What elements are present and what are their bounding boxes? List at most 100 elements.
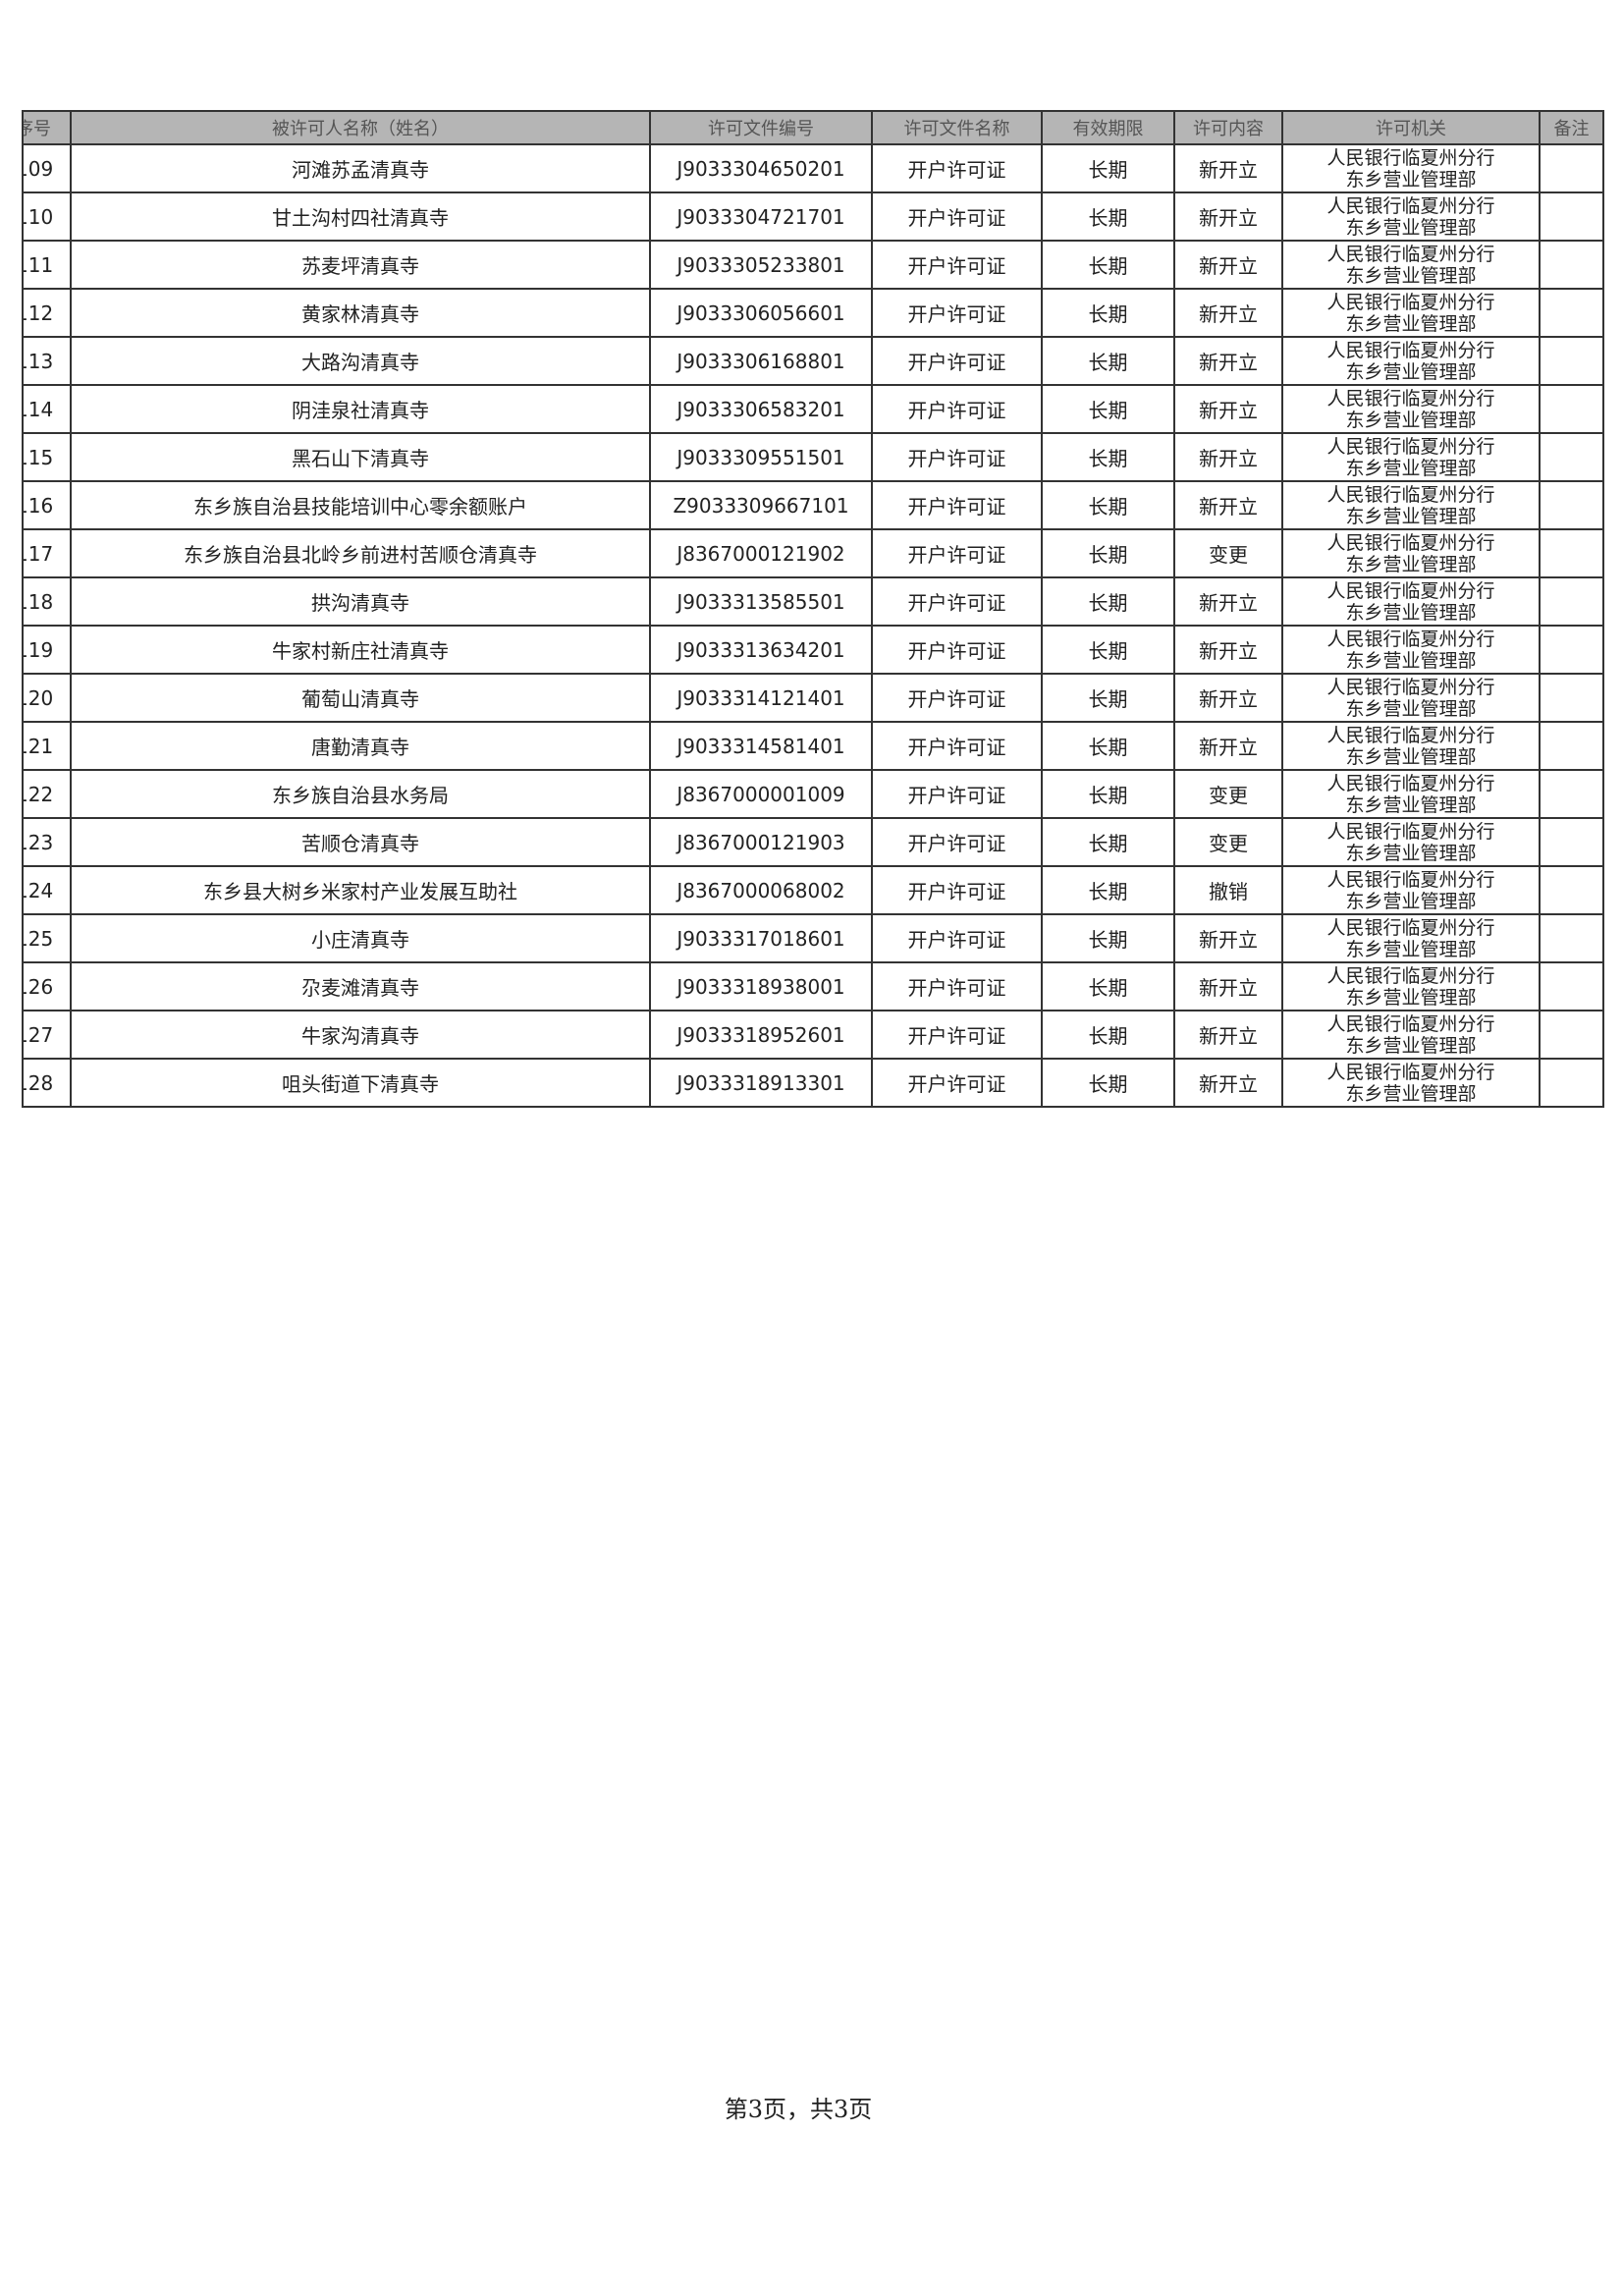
- cell: 东乡县大树乡米家村产业发展互助社: [70, 865, 651, 915]
- cell: J8367000121903: [649, 817, 873, 867]
- cell: 人民银行临夏州分行 东乡营业管理部: [1281, 721, 1541, 771]
- cell: J9033304721701: [649, 191, 873, 242]
- cell: 112: [22, 288, 72, 338]
- cell: 人民银行临夏州分行 东乡营业管理部: [1281, 432, 1541, 482]
- cell: 开户许可证: [871, 432, 1043, 482]
- header-cell: 许可机关: [1281, 110, 1541, 145]
- cell: 114: [22, 384, 72, 434]
- cell: 长期: [1041, 432, 1175, 482]
- cell: 长期: [1041, 673, 1175, 723]
- cell-line: 人民银行临夏州分行: [1326, 1061, 1495, 1083]
- cell: 撤销: [1173, 865, 1283, 915]
- cell-line: 东乡营业管理部: [1345, 601, 1477, 624]
- empty-cell: [1539, 673, 1604, 723]
- cell: 人民银行临夏州分行 东乡营业管理部: [1281, 384, 1541, 434]
- cell: J8367000001009: [649, 769, 873, 819]
- cell: 开户许可证: [871, 336, 1043, 386]
- cell: 河滩苏孟清真寺: [70, 143, 651, 193]
- cell: 开户许可证: [871, 913, 1043, 963]
- cell: 长期: [1041, 288, 1175, 338]
- cell: 123: [22, 817, 72, 867]
- cell: J9033304650201: [649, 143, 873, 193]
- cell: J9033306056601: [649, 288, 873, 338]
- cell-line: 东乡营业管理部: [1345, 697, 1477, 720]
- cell: 126: [22, 961, 72, 1011]
- cell: 新开立: [1173, 480, 1283, 530]
- table-row: 126尕麦滩清真寺J9033318938001开户许可证长期新开立人民银行临夏州…: [22, 961, 1604, 1011]
- header-cell: 序号: [22, 110, 72, 145]
- cell-line: 东乡营业管理部: [1345, 938, 1477, 960]
- empty-cell: [1539, 288, 1604, 338]
- empty-cell: [1539, 913, 1604, 963]
- cell-line: 人民银行临夏州分行: [1326, 772, 1495, 794]
- cell: 新开立: [1173, 384, 1283, 434]
- cell: 人民银行临夏州分行 东乡营业管理部: [1281, 913, 1541, 963]
- table-row: 124东乡县大树乡米家村产业发展互助社J8367000068002开户许可证长期…: [22, 865, 1604, 915]
- header-cell: 许可内容: [1173, 110, 1283, 145]
- cell: J9033317018601: [649, 913, 873, 963]
- empty-cell: [1539, 721, 1604, 771]
- cell: 开户许可证: [871, 191, 1043, 242]
- cell: 苏麦坪清真寺: [70, 240, 651, 290]
- cell: 长期: [1041, 721, 1175, 771]
- cell: 人民银行临夏州分行 东乡营业管理部: [1281, 961, 1541, 1011]
- cell-line: 东乡营业管理部: [1345, 793, 1477, 816]
- cell-line: 东乡营业管理部: [1345, 360, 1477, 383]
- cell: 变更: [1173, 528, 1283, 578]
- cell: 咀头街道下清真寺: [70, 1058, 651, 1108]
- cell-line: 东乡营业管理部: [1345, 505, 1477, 527]
- table-row: 109河滩苏孟清真寺J9033304650201开户许可证长期新开立人民银行临夏…: [22, 143, 1604, 193]
- cell: 小庄清真寺: [70, 913, 651, 963]
- table-row: 112黄家林清真寺J9033306056601开户许可证长期新开立人民银行临夏州…: [22, 288, 1604, 338]
- cell: 人民银行临夏州分行 东乡营业管理部: [1281, 865, 1541, 915]
- cell-line: 东乡营业管理部: [1345, 745, 1477, 768]
- cell: 人民银行临夏州分行 东乡营业管理部: [1281, 1058, 1541, 1108]
- cell: 开户许可证: [871, 576, 1043, 627]
- cell: 新开立: [1173, 191, 1283, 242]
- cell: 117: [22, 528, 72, 578]
- empty-cell: [1539, 576, 1604, 627]
- cell: 变更: [1173, 817, 1283, 867]
- cell: 人民银行临夏州分行 东乡营业管理部: [1281, 191, 1541, 242]
- header-cell: 备注: [1539, 110, 1604, 145]
- table-row: 110甘土沟村四社清真寺J9033304721701开户许可证长期新开立人民银行…: [22, 191, 1604, 242]
- cell-line: 东乡营业管理部: [1345, 986, 1477, 1009]
- cell: 人民银行临夏州分行 东乡营业管理部: [1281, 336, 1541, 386]
- empty-cell: [1539, 336, 1604, 386]
- cell-line: 东乡营业管理部: [1345, 168, 1477, 191]
- cell: 开户许可证: [871, 143, 1043, 193]
- cell-line: 东乡营业管理部: [1345, 216, 1477, 239]
- table-row: 114阴洼泉社清真寺J9033306583201开户许可证长期新开立人民银行临夏…: [22, 384, 1604, 434]
- cell-line: 人民银行临夏州分行: [1326, 243, 1495, 265]
- cell-line: 东乡营业管理部: [1345, 409, 1477, 431]
- cell: 牛家村新庄社清真寺: [70, 625, 651, 675]
- cell: J9033314121401: [649, 673, 873, 723]
- cell-line: 人民银行临夏州分行: [1326, 964, 1495, 987]
- table-row: 125小庄清真寺J9033317018601开户许可证长期新开立人民银行临夏州分…: [22, 913, 1604, 963]
- table-row: 115黑石山下清真寺J9033309551501开户许可证长期新开立人民银行临夏…: [22, 432, 1604, 482]
- cell: 125: [22, 913, 72, 963]
- cell: 葡萄山清真寺: [70, 673, 651, 723]
- cell: 127: [22, 1010, 72, 1060]
- cell: 人民银行临夏州分行 东乡营业管理部: [1281, 1010, 1541, 1060]
- cell: 110: [22, 191, 72, 242]
- cell: 黑石山下清真寺: [70, 432, 651, 482]
- empty-cell: [1539, 191, 1604, 242]
- cell-line: 人民银行临夏州分行: [1326, 868, 1495, 891]
- header-cell: 许可文件名称: [871, 110, 1043, 145]
- cell: 人民银行临夏州分行 东乡营业管理部: [1281, 625, 1541, 675]
- empty-cell: [1539, 865, 1604, 915]
- cell: J9033306583201: [649, 384, 873, 434]
- cell: 人民银行临夏州分行 东乡营业管理部: [1281, 817, 1541, 867]
- cell: 124: [22, 865, 72, 915]
- cell: 新开立: [1173, 143, 1283, 193]
- table-row: 123苦顺仓清真寺J8367000121903开户许可证长期变更人民银行临夏州分…: [22, 817, 1604, 867]
- cell-line: 人民银行临夏州分行: [1326, 387, 1495, 410]
- cell: 新开立: [1173, 721, 1283, 771]
- table-row: 121唐勤清真寺J9033314581401开户许可证长期新开立人民银行临夏州分…: [22, 721, 1604, 771]
- table-row: 116东乡族自治县技能培训中心零余额账户Z9033309667101开户许可证长…: [22, 480, 1604, 530]
- cell: 119: [22, 625, 72, 675]
